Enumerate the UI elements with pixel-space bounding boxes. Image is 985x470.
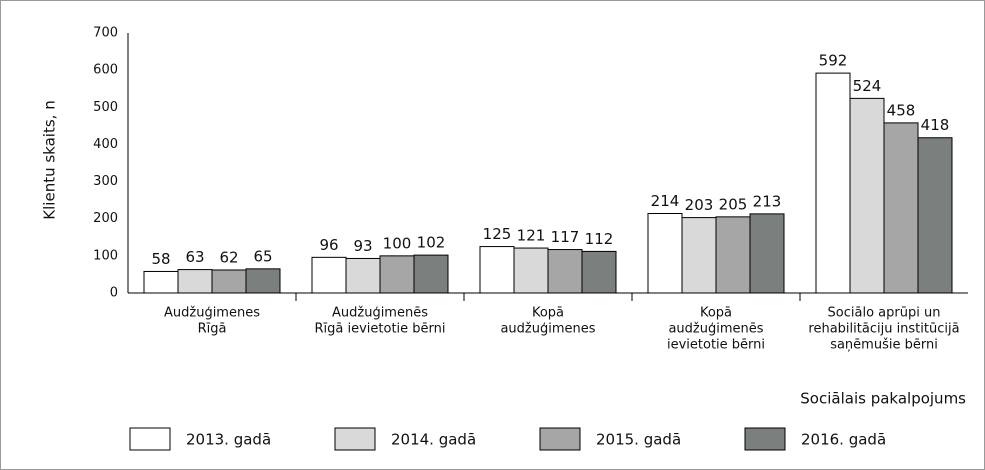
value-label: 125 <box>483 225 512 243</box>
value-label: 214 <box>651 192 680 210</box>
bar <box>513 247 549 294</box>
value-label: 93 <box>353 237 372 255</box>
y-tick-label: 100 <box>93 248 118 263</box>
x-tick-label: Sociālo aprūpi un <box>828 306 941 321</box>
y-tick-label: 500 <box>93 100 118 115</box>
value-label: 62 <box>219 248 238 266</box>
x-axis-label: Sociālais pakalpojums <box>800 390 966 408</box>
legend-swatch <box>744 427 786 451</box>
x-tick-label: Audžuģimenes <box>164 306 260 321</box>
x-tick-label: Kopā <box>532 306 564 321</box>
y-tick-label: 600 <box>93 63 118 78</box>
bar <box>647 213 683 294</box>
value-label: 112 <box>585 230 614 248</box>
x-tick-label: audžuģimenes <box>500 322 595 337</box>
x-tick-label: Audžuģimenēs <box>332 306 428 321</box>
x-tick-label: saņēmušie bērni <box>830 338 938 353</box>
x-tick-label: rehabilitāciju institūcijā <box>808 322 959 337</box>
legend-swatch <box>129 427 171 451</box>
legend-swatch <box>539 427 581 451</box>
legend-label: 2016. gadā <box>801 431 886 449</box>
bar <box>345 257 381 294</box>
value-label: 102 <box>417 234 446 252</box>
bar <box>581 250 617 294</box>
value-label: 96 <box>319 236 338 254</box>
value-label: 524 <box>853 77 882 95</box>
x-tick-label: audžuģimenēs <box>668 322 763 337</box>
legend-label: 2014. gadā <box>391 431 476 449</box>
value-label: 418 <box>921 116 950 134</box>
value-label: 58 <box>151 250 170 268</box>
bar <box>311 256 347 294</box>
y-tick-label: 300 <box>93 174 118 189</box>
y-tick-label: 0 <box>110 286 118 301</box>
value-label: 100 <box>383 234 412 252</box>
bar <box>917 137 953 294</box>
bar <box>245 268 281 294</box>
bar <box>143 270 179 294</box>
bar <box>479 246 515 294</box>
legend-label: 2015. gadā <box>596 431 681 449</box>
legend-swatch <box>334 427 376 451</box>
bar <box>177 269 213 294</box>
bar <box>379 255 415 294</box>
x-tick-label: Rīgā <box>198 322 227 337</box>
x-tick-label: ievietotie bērni <box>667 338 765 353</box>
value-label: 213 <box>753 192 782 210</box>
y-tick-label: 700 <box>93 26 118 41</box>
bar <box>849 97 885 294</box>
bar <box>211 269 247 294</box>
value-label: 458 <box>887 101 916 119</box>
x-tick-label: Kopā <box>700 306 732 321</box>
value-label: 121 <box>517 227 546 245</box>
value-label: 65 <box>253 247 272 265</box>
value-label: 117 <box>551 228 580 246</box>
bar <box>413 254 449 294</box>
value-label: 203 <box>685 196 714 214</box>
bar <box>883 122 919 294</box>
bar <box>749 213 785 294</box>
bar <box>547 249 583 294</box>
x-tick-label: Rīgā ievietotie bērni <box>314 322 445 337</box>
bar <box>815 72 851 294</box>
bar <box>681 217 717 294</box>
y-tick-label: 200 <box>93 211 118 226</box>
value-label: 205 <box>719 195 748 213</box>
bar <box>715 216 751 294</box>
value-label: 63 <box>185 248 204 266</box>
y-tick-label: 400 <box>93 137 118 152</box>
legend-label: 2013. gadā <box>186 431 271 449</box>
y-axis-label: Klientu skaits, n <box>41 100 59 219</box>
value-label: 592 <box>819 52 848 70</box>
